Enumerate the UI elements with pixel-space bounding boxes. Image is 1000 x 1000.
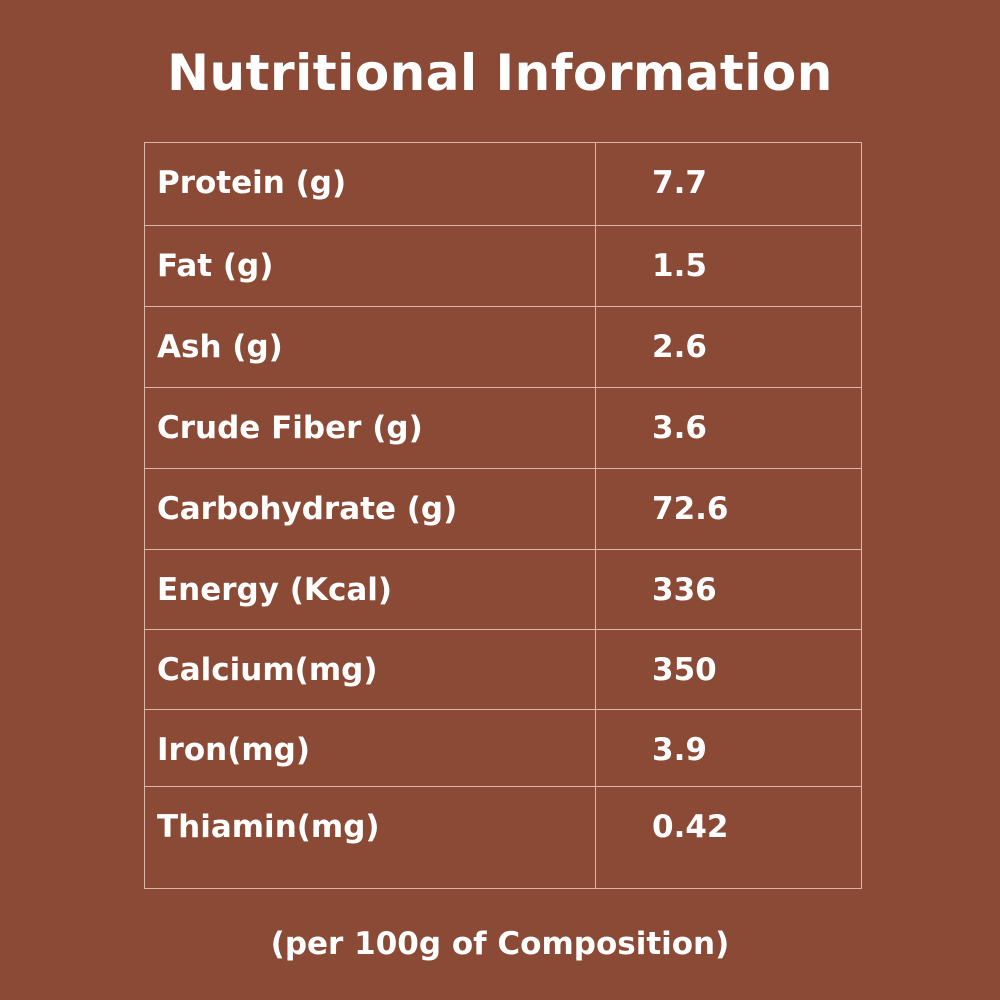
nutrient-label: Protein (g): [157, 165, 347, 201]
table-row: Carbohydrate (g) 72.6: [145, 469, 861, 550]
nutrient-label: Fat (g): [157, 248, 274, 284]
nutrient-value: 350: [652, 652, 717, 688]
nutrient-value: 1.5: [652, 248, 707, 284]
nutrient-value: 3.9: [652, 732, 707, 768]
table-row: Thiamin(mg) 0.42: [145, 787, 861, 890]
column-divider: [595, 143, 596, 888]
nutrient-label: Crude Fiber (g): [157, 410, 423, 446]
page-title: Nutritional Information: [167, 44, 833, 102]
nutrient-label: Energy (Kcal): [157, 572, 393, 608]
nutrient-value: 336: [652, 572, 717, 608]
nutrient-value: 3.6: [652, 410, 707, 446]
table-row: Crude Fiber (g) 3.6: [145, 388, 861, 469]
nutrient-label: Thiamin(mg): [157, 809, 380, 845]
table-row: Ash (g) 2.6: [145, 307, 861, 388]
nutrient-value: 7.7: [652, 165, 707, 201]
nutrient-value: 72.6: [652, 491, 729, 527]
nutrient-label: Calcium(mg): [157, 652, 378, 688]
nutrient-label: Ash (g): [157, 329, 283, 365]
nutrient-value: 0.42: [652, 809, 729, 845]
nutrient-label: Carbohydrate (g): [157, 491, 458, 527]
nutrient-label: Iron(mg): [157, 732, 311, 768]
table-row: Fat (g) 1.5: [145, 226, 861, 307]
nutrition-table: Protein (g) 7.7 Fat (g) 1.5 Ash (g) 2.6 Crude …: [144, 142, 862, 889]
table-row: Protein (g) 7.7: [145, 143, 861, 226]
table-row: Iron(mg) 3.9: [145, 710, 861, 787]
nutrient-value: 2.6: [652, 329, 707, 365]
table-row: Energy (Kcal) 336: [145, 550, 861, 630]
table-row: Calcium(mg) 350: [145, 630, 861, 710]
footnote: (per 100g of Composition): [270, 926, 730, 962]
